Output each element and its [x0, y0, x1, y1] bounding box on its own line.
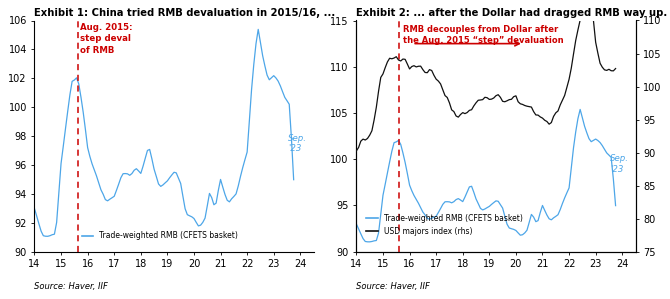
Text: Exhibit 1: China tried RMB devaluation in 2015/16, ...: Exhibit 1: China tried RMB devaluation i… — [34, 8, 336, 18]
Text: Aug. 2015:
step deval
of RMB: Aug. 2015: step deval of RMB — [80, 23, 132, 55]
Legend: Trade-weighted RMB (CFETS basket): Trade-weighted RMB (CFETS basket) — [79, 228, 241, 243]
Text: Exhibit 2: ... after the Dollar had dragged RMB way up.: Exhibit 2: ... after the Dollar had drag… — [356, 8, 667, 18]
Legend: Trade-weighted RMB (CFETS basket), USD majors index (rhs): Trade-weighted RMB (CFETS basket), USD m… — [363, 211, 525, 239]
Text: Source: Haver, IIF: Source: Haver, IIF — [34, 282, 109, 291]
Text: Sep.
'23: Sep. '23 — [610, 154, 629, 173]
Text: Sep.
'23: Sep. '23 — [288, 134, 308, 153]
Text: Source: Haver, IIF: Source: Haver, IIF — [356, 282, 430, 291]
Text: RMB decouples from Dollar after
the Aug. 2015 “step” devaluation: RMB decouples from Dollar after the Aug.… — [403, 25, 563, 45]
